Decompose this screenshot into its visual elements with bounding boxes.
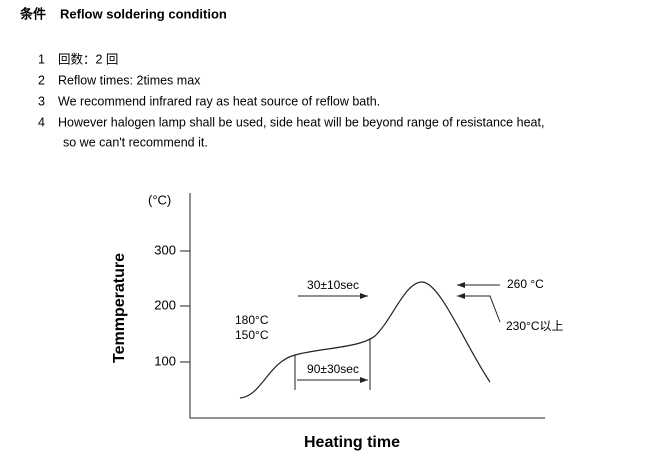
y-axis-label: Temmperature bbox=[111, 253, 128, 363]
x-axis-label: Heating time bbox=[304, 434, 400, 451]
axes bbox=[180, 193, 545, 419]
item-number: 4 bbox=[38, 115, 45, 129]
item-number: 3 bbox=[38, 94, 45, 108]
annotation: 30±10sec bbox=[307, 278, 359, 292]
item-text: so we can't recommend it. bbox=[63, 135, 208, 149]
header-label: 条件 bbox=[20, 6, 46, 21]
header-title: Reflow soldering condition bbox=[60, 6, 227, 21]
annotation: 230°C以上 bbox=[506, 319, 564, 333]
item-text: Reflow times: 2times max bbox=[58, 73, 201, 87]
item-text: 回数：2 回 bbox=[58, 51, 118, 66]
annotation: 150°C bbox=[235, 328, 269, 342]
y-tick-label: 100 bbox=[154, 353, 176, 368]
item-text: However halogen lamp shall be used, side… bbox=[58, 115, 544, 129]
item-number: 1 bbox=[38, 52, 45, 66]
annotation: 90±30sec bbox=[307, 362, 359, 376]
y-tick-label: 200 bbox=[154, 297, 176, 312]
y-tick-label: 300 bbox=[154, 242, 176, 257]
item-number: 2 bbox=[38, 73, 45, 87]
item-text: We recommend infrared ray as heat source… bbox=[58, 94, 380, 108]
y-unit: (°C) bbox=[148, 192, 171, 207]
annotation: 180°C bbox=[235, 313, 269, 327]
annotation: 260 °C bbox=[507, 277, 544, 291]
